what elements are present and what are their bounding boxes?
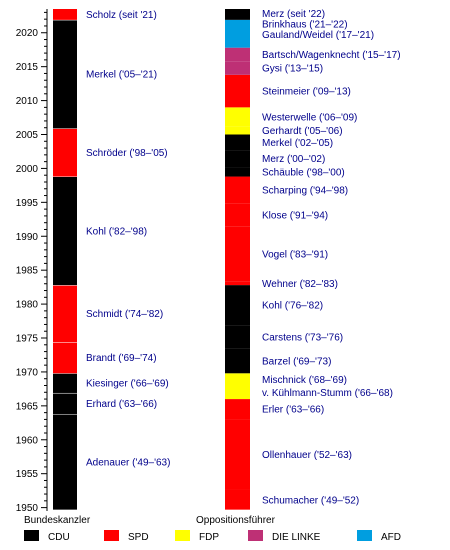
opposition-bar [225, 176, 250, 204]
chancellor-label: Scholz (seit '21) [86, 10, 157, 21]
opposition-bar [225, 61, 250, 75]
y-tick-label: 1970 [16, 367, 39, 378]
opposition-label: Westerwelle ('06–'09) [262, 112, 357, 123]
chancellor-bar [53, 9, 77, 20]
opposition-column-label: Oppositionsführer [196, 515, 276, 526]
chancellor-label: Schmidt ('74–'82) [86, 309, 163, 320]
chancellor-label: Merkel ('05–'21) [86, 70, 157, 81]
chancellor-bar [53, 392, 77, 414]
year-axis: 1950 1955 1960 1965 1970 1975 1980 1985 1990 1995… [16, 9, 48, 514]
y-tick-label: 1980 [16, 300, 39, 311]
opposition-label: Ollenhauer ('52–'63) [262, 450, 352, 461]
chancellor-bar [53, 176, 77, 286]
opposition-label: Steinmeier ('09–'13) [262, 87, 351, 98]
chancellor-label: Schröder ('98–'05) [86, 148, 168, 159]
opposition-bar [225, 134, 250, 151]
legend-swatch [175, 530, 190, 541]
y-tick-label: 1990 [16, 232, 39, 243]
opposition-bar [225, 19, 250, 48]
opposition-label: Wehner ('82–'83) [262, 279, 338, 290]
opposition-column: Merz (seit '22)Brinkhaus ('21–'22)Gaulan… [225, 9, 401, 510]
y-tick-label: 2000 [16, 164, 39, 175]
opposition-bar [225, 126, 250, 135]
y-tick-label: 1965 [16, 401, 39, 412]
chancellor-bar [53, 128, 77, 177]
opposition-label: Vogel ('83–'91) [262, 250, 328, 261]
chancellor-bar [53, 413, 77, 510]
opposition-label: Barzel ('69–'73) [262, 357, 331, 368]
opposition-bar [225, 385, 250, 400]
opposition-bar [225, 9, 250, 19]
opposition-bar [225, 419, 250, 490]
chancellor-label: Kiesinger ('66–'69) [86, 379, 169, 390]
y-tick-label: 2010 [16, 96, 39, 107]
legend-swatch [357, 530, 372, 541]
chancellor-label: Brandt ('69–'74) [86, 353, 157, 364]
legend-swatch [24, 530, 39, 541]
opposition-bar [225, 226, 250, 282]
y-tick-label: 1985 [16, 266, 39, 277]
opposition-bar [225, 74, 250, 108]
legend-swatch [104, 530, 119, 541]
opposition-label: Gauland/Weidel ('17–'21) [262, 30, 374, 41]
opposition-label: Gysi ('13–'15) [262, 64, 323, 75]
legend-label: CDU [48, 532, 70, 543]
y-tick-label: 2005 [16, 130, 39, 141]
chancellor-bar [53, 342, 77, 374]
opposition-label: Schäuble ('98–'00) [262, 167, 345, 178]
legend-label: AFD [381, 532, 401, 543]
opposition-label: Klose ('91–'94) [262, 211, 328, 222]
opposition-label: Brinkhaus ('21–'22) [262, 20, 348, 31]
opposition-bar [225, 18, 250, 20]
opposition-bar [225, 399, 250, 420]
opposition-bar [225, 107, 250, 127]
opposition-label: Merkel ('02–'05) [262, 138, 333, 149]
opposition-bar [225, 150, 250, 168]
opposition-bar [225, 285, 250, 326]
legend-label: FDP [199, 532, 219, 543]
opposition-label: v. Kühlmann-Stumm ('66–'68) [262, 388, 393, 399]
opposition-label: Gerhardt ('05–'06) [262, 126, 343, 137]
y-tick-label: 1960 [16, 435, 39, 446]
chancellor-bar [53, 19, 77, 129]
y-tick-label: 1995 [16, 198, 39, 209]
opposition-label: Bartsch/Wagenknecht ('15–'17) [262, 50, 401, 61]
opposition-label: Erler ('63–'66) [262, 405, 324, 416]
opposition-label: Merz ('00–'02) [262, 154, 325, 165]
legend: CDU SPD FDP DIE LINKE AFD [24, 530, 401, 543]
opposition-bar [225, 47, 250, 62]
chancellor-bar [53, 373, 77, 393]
chancellor-bar [53, 285, 77, 343]
legend-label: SPD [128, 532, 149, 543]
y-tick-label: 2020 [16, 28, 39, 39]
opposition-label: Mischnick ('68–'69) [262, 375, 347, 386]
y-tick-label: 1955 [16, 469, 39, 480]
chancellor-label: Kohl ('82–'98) [86, 226, 147, 237]
opposition-label: Schumacher ('49–'52) [262, 495, 359, 506]
chancellor-column: Adenauer ('49–'63) Erhard ('63–'66) Kiesin… [53, 9, 170, 510]
opposition-label: Carstens ('73–'76) [262, 332, 343, 343]
chancellor-column-label: Bundeskanzler [24, 515, 91, 526]
opposition-bar [225, 203, 250, 227]
opposition-label: Kohl ('76–'82) [262, 301, 323, 312]
chancellor-label: Erhard ('63–'66) [86, 399, 157, 410]
opposition-bar [225, 348, 250, 374]
opposition-bar [225, 281, 250, 286]
opposition-bar [225, 167, 250, 177]
legend-label: DIE LINKE [272, 532, 321, 543]
opposition-bar [225, 325, 250, 349]
y-tick-label: 2015 [16, 62, 39, 73]
opposition-label: Merz (seit '22) [262, 9, 325, 20]
y-tick-label: 1950 [16, 503, 39, 514]
opposition-bar [225, 489, 250, 510]
opposition-label: Scharping ('94–'98) [262, 186, 348, 197]
chancellor-label: Adenauer ('49–'63) [86, 457, 170, 468]
legend-swatch [248, 530, 263, 541]
opposition-bar [225, 373, 250, 386]
y-tick-label: 1975 [16, 334, 39, 345]
